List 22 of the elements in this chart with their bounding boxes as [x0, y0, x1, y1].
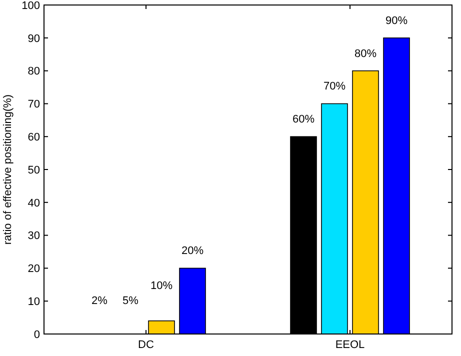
y-tick-label: 20	[28, 263, 40, 276]
data-label: 60%	[292, 114, 315, 126]
data-label: 20%	[181, 245, 204, 258]
y-tick-label: 70	[28, 98, 40, 111]
data-label: 80%	[354, 48, 377, 60]
y-tick-label: 60	[28, 131, 40, 144]
y-tick-label: 40	[28, 197, 40, 210]
y-axis-title: ratio of effective positioning(%)	[2, 94, 14, 245]
y-tick-label: 30	[28, 230, 40, 242]
y-tick-label: 50	[28, 164, 40, 176]
y-tick-label: 0	[34, 328, 40, 341]
x-tick-label: EEOL	[335, 339, 365, 351]
y-tick-label: 80	[28, 66, 40, 78]
y-tick-label: 100	[22, 0, 40, 12]
data-label: 90%	[385, 14, 408, 27]
y-tick-label: 10	[28, 296, 40, 308]
annotation: 2%	[92, 295, 108, 307]
annotation: 10%	[150, 280, 173, 292]
x-tick-label: DC	[138, 339, 154, 351]
y-tick-label: 90	[28, 32, 40, 45]
annotation: 5%	[122, 295, 139, 307]
data-label: 70%	[323, 80, 346, 93]
